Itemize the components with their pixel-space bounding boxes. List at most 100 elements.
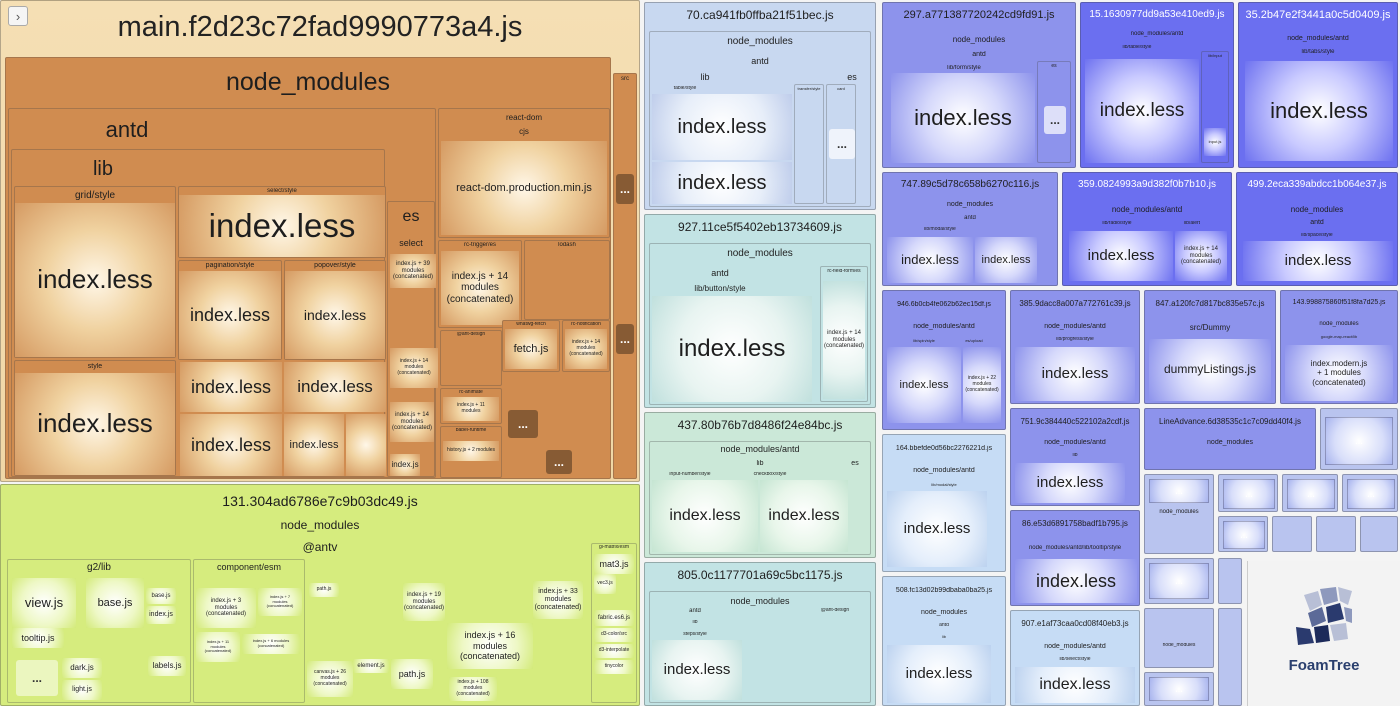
index-less-leaf[interactable]: index.less (15, 203, 175, 357)
path-js-leaf[interactable]: path.js (309, 583, 339, 597)
card-group[interactable]: card ... (826, 84, 856, 204)
bundle-lineadvance[interactable]: LineAdvance.6d38535c1c7c09dd40f4.js node… (1144, 408, 1316, 470)
bundle-main[interactable]: main.f2d23c72fad9990773a4.js node_module… (0, 0, 640, 482)
bundle-small[interactable]: ... (1218, 516, 1268, 552)
react-dom-production-leaf[interactable]: react-dom.production.min.js (441, 141, 607, 235)
bundle-small[interactable]: ... (1320, 408, 1398, 470)
bundle-35[interactable]: 35.2b47e2f3441a0c5d0409.js node_modules/… (1238, 2, 1398, 168)
es-group[interactable]: es ... (1037, 61, 1071, 163)
bundle-385[interactable]: 385.9dacc8a007a772761c39.js node_modules… (1010, 290, 1140, 404)
more-modules-button[interactable]: ... (1149, 677, 1209, 701)
more-modules-button[interactable]: ... (546, 450, 572, 474)
bundle-131[interactable]: 131.304ad6786e7c9b03dc49.js node_modules… (0, 484, 640, 706)
module-leaf[interactable]: index.js + 16 modules (concatenated) (447, 623, 533, 669)
bundle-small[interactable]: ... (1342, 474, 1398, 512)
bundle-small[interactable]: ... (1218, 474, 1278, 512)
index-less-leaf[interactable]: index.less (652, 480, 758, 552)
node-modules-group[interactable]: node_modules antd lib grid/style index.l… (5, 57, 611, 479)
es-group[interactable]: es select index.js + 14 modules (concate… (387, 201, 435, 477)
module-leaf[interactable]: index.js + 14 modules (concatenated) (390, 402, 434, 442)
view-js-leaf[interactable]: view.js (12, 578, 76, 628)
index-less-leaf[interactable]: index.less (887, 237, 973, 283)
dark-js-leaf[interactable]: dark.js (62, 658, 102, 678)
select-style-group[interactable]: select/style index.less (178, 186, 386, 258)
module-leaf[interactable]: index.js + 14 modules (concatenated) (565, 329, 607, 369)
light-js-leaf[interactable]: light.js (62, 680, 102, 700)
tinycolor-leaf[interactable]: tinycolor (594, 660, 634, 674)
sidebar-toggle-button[interactable]: › (8, 6, 28, 26)
bundle-70[interactable]: 70.ca941fb0ffba21f51bec.js node_modules … (644, 2, 876, 210)
labels-js-leaf[interactable]: labels.js (148, 656, 186, 676)
bundle-small[interactable]: node_modules (1144, 608, 1214, 668)
index-less-leaf[interactable]: index.less (652, 94, 792, 160)
index-less-leaf[interactable]: index.less (1015, 559, 1137, 603)
style-group[interactable]: style index.less (14, 360, 176, 476)
more-modules-button[interactable]: ... (829, 129, 855, 159)
index-less-leaf[interactable]: index.less (891, 73, 1035, 163)
bundle-508[interactable]: 508.fc13d02b99dbaba0ba25.js node_modules… (882, 576, 1006, 706)
more-modules-button[interactable]: ... (1149, 479, 1209, 503)
bundle-499[interactable]: 499.2eca339abdcc1b064e37.js node_modules… (1236, 172, 1398, 286)
bundle-946[interactable]: 946.6b0cb4fe062b62ec15df.js node_modules… (882, 290, 1006, 430)
index-less-leaf[interactable]: index.less (887, 491, 987, 567)
index-less-leaf[interactable]: index.less (1015, 667, 1135, 703)
element-js-leaf[interactable]: element.js (353, 659, 389, 673)
index-less-leaf[interactable]: index.less (652, 640, 742, 700)
bundle-small[interactable]: node_modules ... (1144, 474, 1214, 554)
bundle-small[interactable] (1316, 516, 1356, 552)
bundle-847[interactable]: 847.a120fc7d817bc835e57c.js src/Dummy du… (1144, 290, 1276, 404)
more-modules-button[interactable]: ... (1347, 479, 1395, 509)
d3-interpolate-leaf[interactable]: d3-interpolate (594, 644, 634, 658)
module-leaf[interactable]: index.js + 39 modules (concatenated) (390, 254, 436, 288)
module-leaf[interactable]: index.js + 6 modules (concatenated) (242, 634, 300, 654)
bundle-805[interactable]: 805.0c1177701a69c5bc1175.js node_modules… (644, 562, 876, 706)
module-leaf[interactable]: history.js + 2 modules (443, 441, 499, 461)
module-leaf[interactable]: index.js + 33 modules (concatenated) (533, 581, 583, 619)
lodash-group[interactable]: lodash (524, 240, 610, 320)
index-less-leaf[interactable]: index.less (285, 271, 385, 359)
grid-style-group[interactable]: grid/style index.less (14, 186, 176, 358)
tooltip-js-leaf[interactable]: tooltip.js (12, 628, 64, 648)
index-less-leaf[interactable]: index.less (284, 414, 344, 476)
bundle-297[interactable]: 297.a771387720242cd9fd91.js node_modules… (882, 2, 1076, 168)
more-modules-button[interactable]: ... (508, 410, 538, 438)
bundle-small[interactable]: ... (1144, 558, 1214, 604)
index-less-leaf[interactable]: index.less (180, 362, 282, 412)
module-leaf[interactable]: index.js + 11 modules (concatenated) (196, 632, 240, 662)
ant-design-group[interactable]: @ant-design (440, 330, 502, 386)
index-less-leaf[interactable] (346, 414, 386, 476)
bundle-small[interactable] (1218, 558, 1242, 604)
index-less-leaf[interactable]: index.less (975, 237, 1037, 283)
index-less-leaf[interactable]: index.less (760, 480, 848, 552)
index-less-leaf[interactable]: index.less (179, 195, 385, 257)
dummy-listings-leaf[interactable]: dummyListings.js (1149, 339, 1271, 401)
antd-group[interactable]: antd lib grid/style index.less select/st… (8, 108, 436, 478)
node-modules-antd-group[interactable]: node_modules/antd lib es input-number/st… (649, 441, 871, 555)
module-leaf[interactable]: index.modern.js + 1 modules (concatenate… (1285, 345, 1393, 401)
module-leaf[interactable]: index.js + 7 modules (concatenated) (258, 588, 302, 616)
index-less-leaf[interactable]: index.less (179, 271, 281, 359)
bundle-small[interactable]: ... (1282, 474, 1338, 512)
bundle-143[interactable]: 143.998875860f51f8fa7d25.js node_modules… (1280, 290, 1398, 404)
index-less-leaf[interactable]: index.less (1243, 241, 1393, 281)
node-modules-group[interactable]: node_modules antd lib/button/style index… (649, 243, 871, 405)
bundle-small[interactable] (1272, 516, 1312, 552)
module-leaf[interactable]: index.js + 14 modules (concatenated) (1175, 231, 1227, 281)
index-less-leaf[interactable]: index.less (1245, 61, 1393, 161)
lib-input-group[interactable]: lib/input input.js (1201, 51, 1229, 163)
node-modules-group[interactable]: node_modules antd @ant-design lib steps/… (649, 591, 871, 703)
bundle-927[interactable]: 927.11ce5f5402eb13734609.js node_modules… (644, 214, 876, 408)
babel-runtime-group[interactable]: babel-runtime history.js + 2 modules (440, 426, 502, 478)
gl-matrix-group[interactable]: gl-matrix/esm mat3.js vec3.js fabric.es6… (591, 543, 637, 703)
bundle-15[interactable]: 15.1630977dd9a53e410ed9.js node_modules/… (1080, 2, 1234, 168)
rc-notification-group[interactable]: rc-notification index.js + 14 modules (c… (562, 320, 610, 372)
mat3-js-leaf[interactable]: mat3.js (594, 554, 634, 574)
bundle-437[interactable]: 437.80b76b7d8486f24e84bc.js node_modules… (644, 412, 876, 558)
base-js-leaf[interactable]: base.js (86, 578, 144, 628)
g2-lib-group[interactable]: g2/lib view.js base.js base.js index.js … (7, 559, 191, 703)
index-less-leaf[interactable]: index.less (180, 414, 282, 476)
module-leaf[interactable]: index.js + 14 modules (concatenated) (823, 281, 865, 399)
module-leaf[interactable]: index.js + 14 modules (concatenated) (390, 348, 438, 388)
index-js-leaf[interactable]: index.js (390, 454, 420, 476)
more-modules-button[interactable]: ... (1325, 417, 1393, 465)
